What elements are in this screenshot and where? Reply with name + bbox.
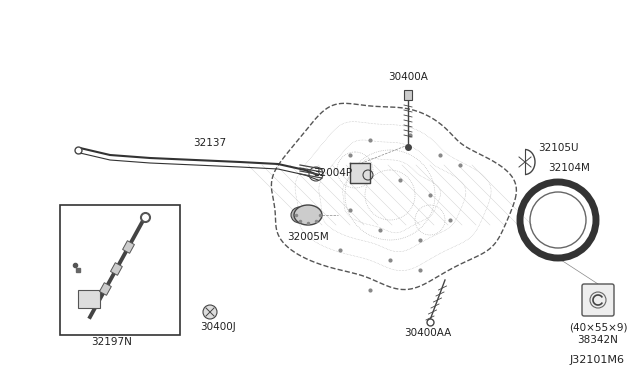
Text: 32104M: 32104M	[548, 163, 590, 173]
Text: J32101M6: J32101M6	[570, 355, 625, 365]
Bar	[99, 283, 111, 295]
Text: 32105U: 32105U	[538, 143, 579, 153]
Polygon shape	[350, 163, 370, 183]
Text: 32197N: 32197N	[92, 337, 132, 347]
Bar	[60, 205, 180, 335]
Text: 30400AA: 30400AA	[404, 328, 452, 338]
Circle shape	[203, 305, 217, 319]
Text: 32004P: 32004P	[313, 168, 352, 178]
Text: 38342N: 38342N	[577, 335, 618, 345]
Bar	[404, 90, 412, 100]
Ellipse shape	[294, 205, 322, 225]
Text: 32137: 32137	[193, 138, 227, 148]
FancyBboxPatch shape	[582, 284, 614, 316]
Bar	[111, 263, 122, 275]
Bar	[123, 241, 134, 253]
Ellipse shape	[291, 207, 309, 223]
Bar	[78, 290, 100, 308]
Text: 30400J: 30400J	[200, 322, 236, 332]
Text: 32005M: 32005M	[287, 232, 329, 242]
Text: 30400A: 30400A	[388, 72, 428, 82]
Text: (40×55×9): (40×55×9)	[569, 322, 627, 332]
